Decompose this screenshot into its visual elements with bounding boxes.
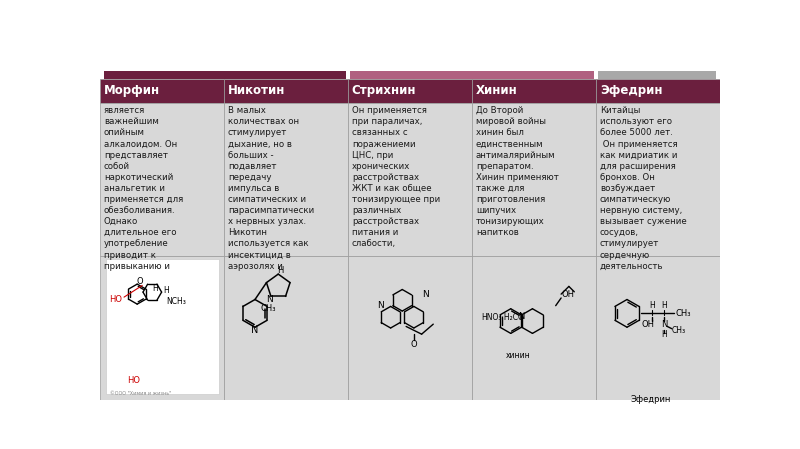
Text: H: H: [278, 266, 284, 275]
Text: H: H: [662, 301, 667, 310]
Text: Никотин: Никотин: [228, 84, 286, 97]
Bar: [596, 103, 720, 255]
Text: N: N: [518, 312, 525, 321]
Text: H: H: [649, 301, 654, 310]
Text: N: N: [661, 320, 667, 329]
Text: HNO₃·H₂CO: HNO₃·H₂CO: [482, 313, 524, 322]
Text: хинин: хинин: [506, 351, 531, 360]
Bar: [348, 255, 472, 400]
Text: OH: OH: [642, 320, 654, 329]
Text: В малых
количествах он
стимулирует
дыхание, но в
больших -
подавляет
передачу
им: В малых количествах он стимулирует дыхан…: [228, 106, 314, 271]
Bar: [100, 79, 224, 103]
Text: Хинин: Хинин: [476, 84, 518, 97]
Text: Эфедрин: Эфедрин: [600, 84, 662, 97]
Text: N: N: [251, 325, 258, 335]
Bar: [598, 71, 716, 79]
Bar: [348, 103, 472, 255]
Text: O: O: [410, 340, 417, 349]
Bar: [224, 79, 348, 103]
Text: CH₃: CH₃: [672, 326, 686, 335]
Bar: [472, 103, 596, 255]
Text: CH₃: CH₃: [675, 309, 690, 318]
Text: является
важнейшим
опийным
алкалоидом. Он
представляет
собой
наркотический
аналь: является важнейшим опийным алкалоидом. О…: [104, 106, 183, 271]
Text: HO: HO: [127, 376, 140, 385]
Text: Эфедрин: Эфедрин: [630, 395, 670, 404]
Bar: [224, 103, 348, 255]
Text: O: O: [137, 277, 143, 286]
Text: OH: OH: [561, 290, 574, 299]
Bar: [472, 79, 596, 103]
Text: Стрихнин: Стрихнин: [352, 84, 416, 97]
Bar: [106, 260, 219, 394]
Text: N: N: [377, 301, 384, 310]
Bar: [104, 71, 346, 79]
Text: ©ООО "Химия и жизнь": ©ООО "Химия и жизнь": [110, 391, 171, 396]
Bar: [350, 71, 594, 79]
Text: До Второй
мировой войны
хинин был
единственным
антималярийным
препаратом.
Хинин : До Второй мировой войны хинин был единст…: [476, 106, 558, 238]
Bar: [100, 255, 224, 400]
Bar: [224, 255, 348, 400]
Bar: [596, 79, 720, 103]
Text: H: H: [163, 286, 169, 295]
Text: Китайцы
используют его
более 5000 лет.
 Он применяется
как мидриатик и
для расши: Китайцы используют его более 5000 лет. О…: [600, 106, 686, 271]
Text: N: N: [266, 295, 273, 304]
Text: N: N: [422, 290, 429, 299]
Text: HO: HO: [109, 295, 122, 304]
Text: H: H: [662, 330, 667, 339]
Text: NCH₃: NCH₃: [166, 297, 186, 306]
Bar: [596, 255, 720, 400]
Text: Он применяется
при параличах,
связанных с
поражениеми
ЦНС, при
хронических
расст: Он применяется при параличах, связанных …: [352, 106, 440, 248]
Text: CH₃: CH₃: [260, 304, 276, 313]
Bar: [348, 79, 472, 103]
Text: Морфин: Морфин: [104, 84, 160, 97]
Bar: [100, 103, 224, 255]
Text: H: H: [153, 284, 158, 293]
Bar: [472, 255, 596, 400]
